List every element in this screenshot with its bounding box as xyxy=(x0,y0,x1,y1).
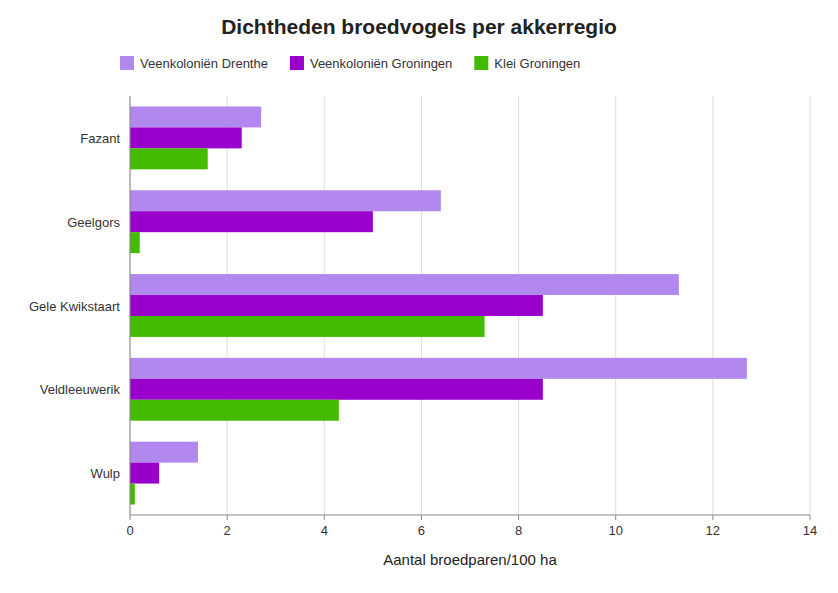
tick-mark xyxy=(421,515,422,520)
bar xyxy=(130,190,441,211)
tick-label: 10 xyxy=(608,523,622,538)
tick-label: 12 xyxy=(706,523,720,538)
bar xyxy=(130,400,339,421)
bar xyxy=(130,106,261,127)
category-label: Fazant xyxy=(80,131,120,146)
bar xyxy=(130,211,373,232)
grid-line xyxy=(130,96,131,515)
category-label: Gele Kwikstaart xyxy=(29,299,120,314)
tick-mark xyxy=(324,515,325,520)
legend-label: Klei Groningen xyxy=(494,56,580,71)
tick-mark xyxy=(810,515,811,520)
bar xyxy=(130,316,485,337)
bar xyxy=(130,127,242,148)
legend-label: Veenkoloniën Drenthe xyxy=(140,56,268,71)
bar xyxy=(130,379,543,400)
grid-line xyxy=(810,96,811,515)
tick-label: 0 xyxy=(126,523,133,538)
bar xyxy=(130,463,159,484)
bar xyxy=(130,274,679,295)
tick-mark xyxy=(130,515,131,520)
grid-line xyxy=(615,96,616,515)
tick-label: 14 xyxy=(803,523,817,538)
grid xyxy=(130,96,810,515)
title: Dichtheden broedvogels per akkerregio xyxy=(221,15,617,38)
legend: Veenkoloniën Drenthe Veenkoloniën Groning… xyxy=(120,56,580,71)
chart: Dichtheden broedvogels per akkerregio Vee… xyxy=(0,0,838,593)
tick-label: 6 xyxy=(418,523,425,538)
category-label: Wulp xyxy=(91,466,120,481)
tick-label: 4 xyxy=(321,523,328,538)
x-axis-label: Aantal broedparen/100 ha xyxy=(383,551,557,568)
tick-label: 2 xyxy=(224,523,231,538)
legend-swatch xyxy=(290,56,304,70)
category-label: Veldleeuwerik xyxy=(40,382,121,397)
x-axis xyxy=(130,515,810,516)
tick-mark xyxy=(518,515,519,520)
bars xyxy=(130,106,747,504)
legend-swatch xyxy=(474,56,488,70)
tick-mark xyxy=(227,515,228,520)
bar xyxy=(130,295,543,316)
category-label: Geelgors xyxy=(67,215,120,230)
legend-swatch xyxy=(120,56,134,70)
bar xyxy=(130,358,747,379)
tick-label: 8 xyxy=(515,523,522,538)
y-axis xyxy=(130,96,131,515)
bar xyxy=(130,484,135,505)
bar xyxy=(130,442,198,463)
bar xyxy=(130,232,140,253)
legend-label: Veenkoloniën Groningen xyxy=(310,56,452,71)
background xyxy=(0,0,838,593)
bar xyxy=(130,148,208,169)
tick-mark xyxy=(615,515,616,520)
tick-mark xyxy=(712,515,713,520)
grid-line xyxy=(712,96,713,515)
